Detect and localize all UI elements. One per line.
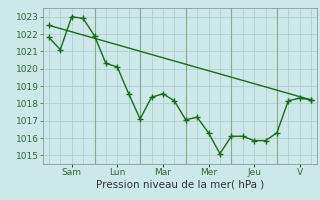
X-axis label: Pression niveau de la mer( hPa ): Pression niveau de la mer( hPa ) <box>96 180 264 190</box>
